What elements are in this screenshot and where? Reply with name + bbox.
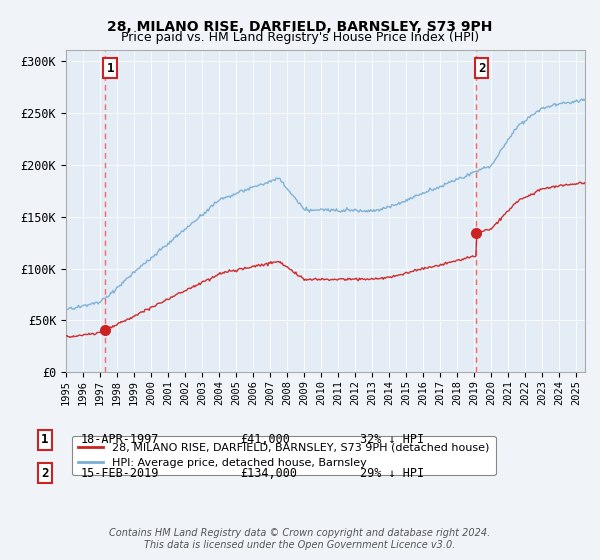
Text: 15-FEB-2019: 15-FEB-2019 [81, 466, 160, 480]
Text: 2: 2 [41, 466, 49, 480]
Text: 29% ↓ HPI: 29% ↓ HPI [360, 466, 424, 480]
Text: 1: 1 [41, 433, 49, 446]
Text: Contains HM Land Registry data © Crown copyright and database right 2024.
This d: Contains HM Land Registry data © Crown c… [109, 528, 491, 550]
Text: £41,000: £41,000 [240, 433, 290, 446]
Legend: 28, MILANO RISE, DARFIELD, BARNSLEY, S73 9PH (detached house), HPI: Average pric: 28, MILANO RISE, DARFIELD, BARNSLEY, S73… [71, 436, 496, 475]
Text: £134,000: £134,000 [240, 466, 297, 480]
Text: 28, MILANO RISE, DARFIELD, BARNSLEY, S73 9PH: 28, MILANO RISE, DARFIELD, BARNSLEY, S73… [107, 20, 493, 34]
Text: 1: 1 [106, 62, 114, 74]
Text: 18-APR-1997: 18-APR-1997 [81, 433, 160, 446]
Text: 32% ↓ HPI: 32% ↓ HPI [360, 433, 424, 446]
Text: Price paid vs. HM Land Registry's House Price Index (HPI): Price paid vs. HM Land Registry's House … [121, 31, 479, 44]
Text: 2: 2 [478, 62, 485, 74]
